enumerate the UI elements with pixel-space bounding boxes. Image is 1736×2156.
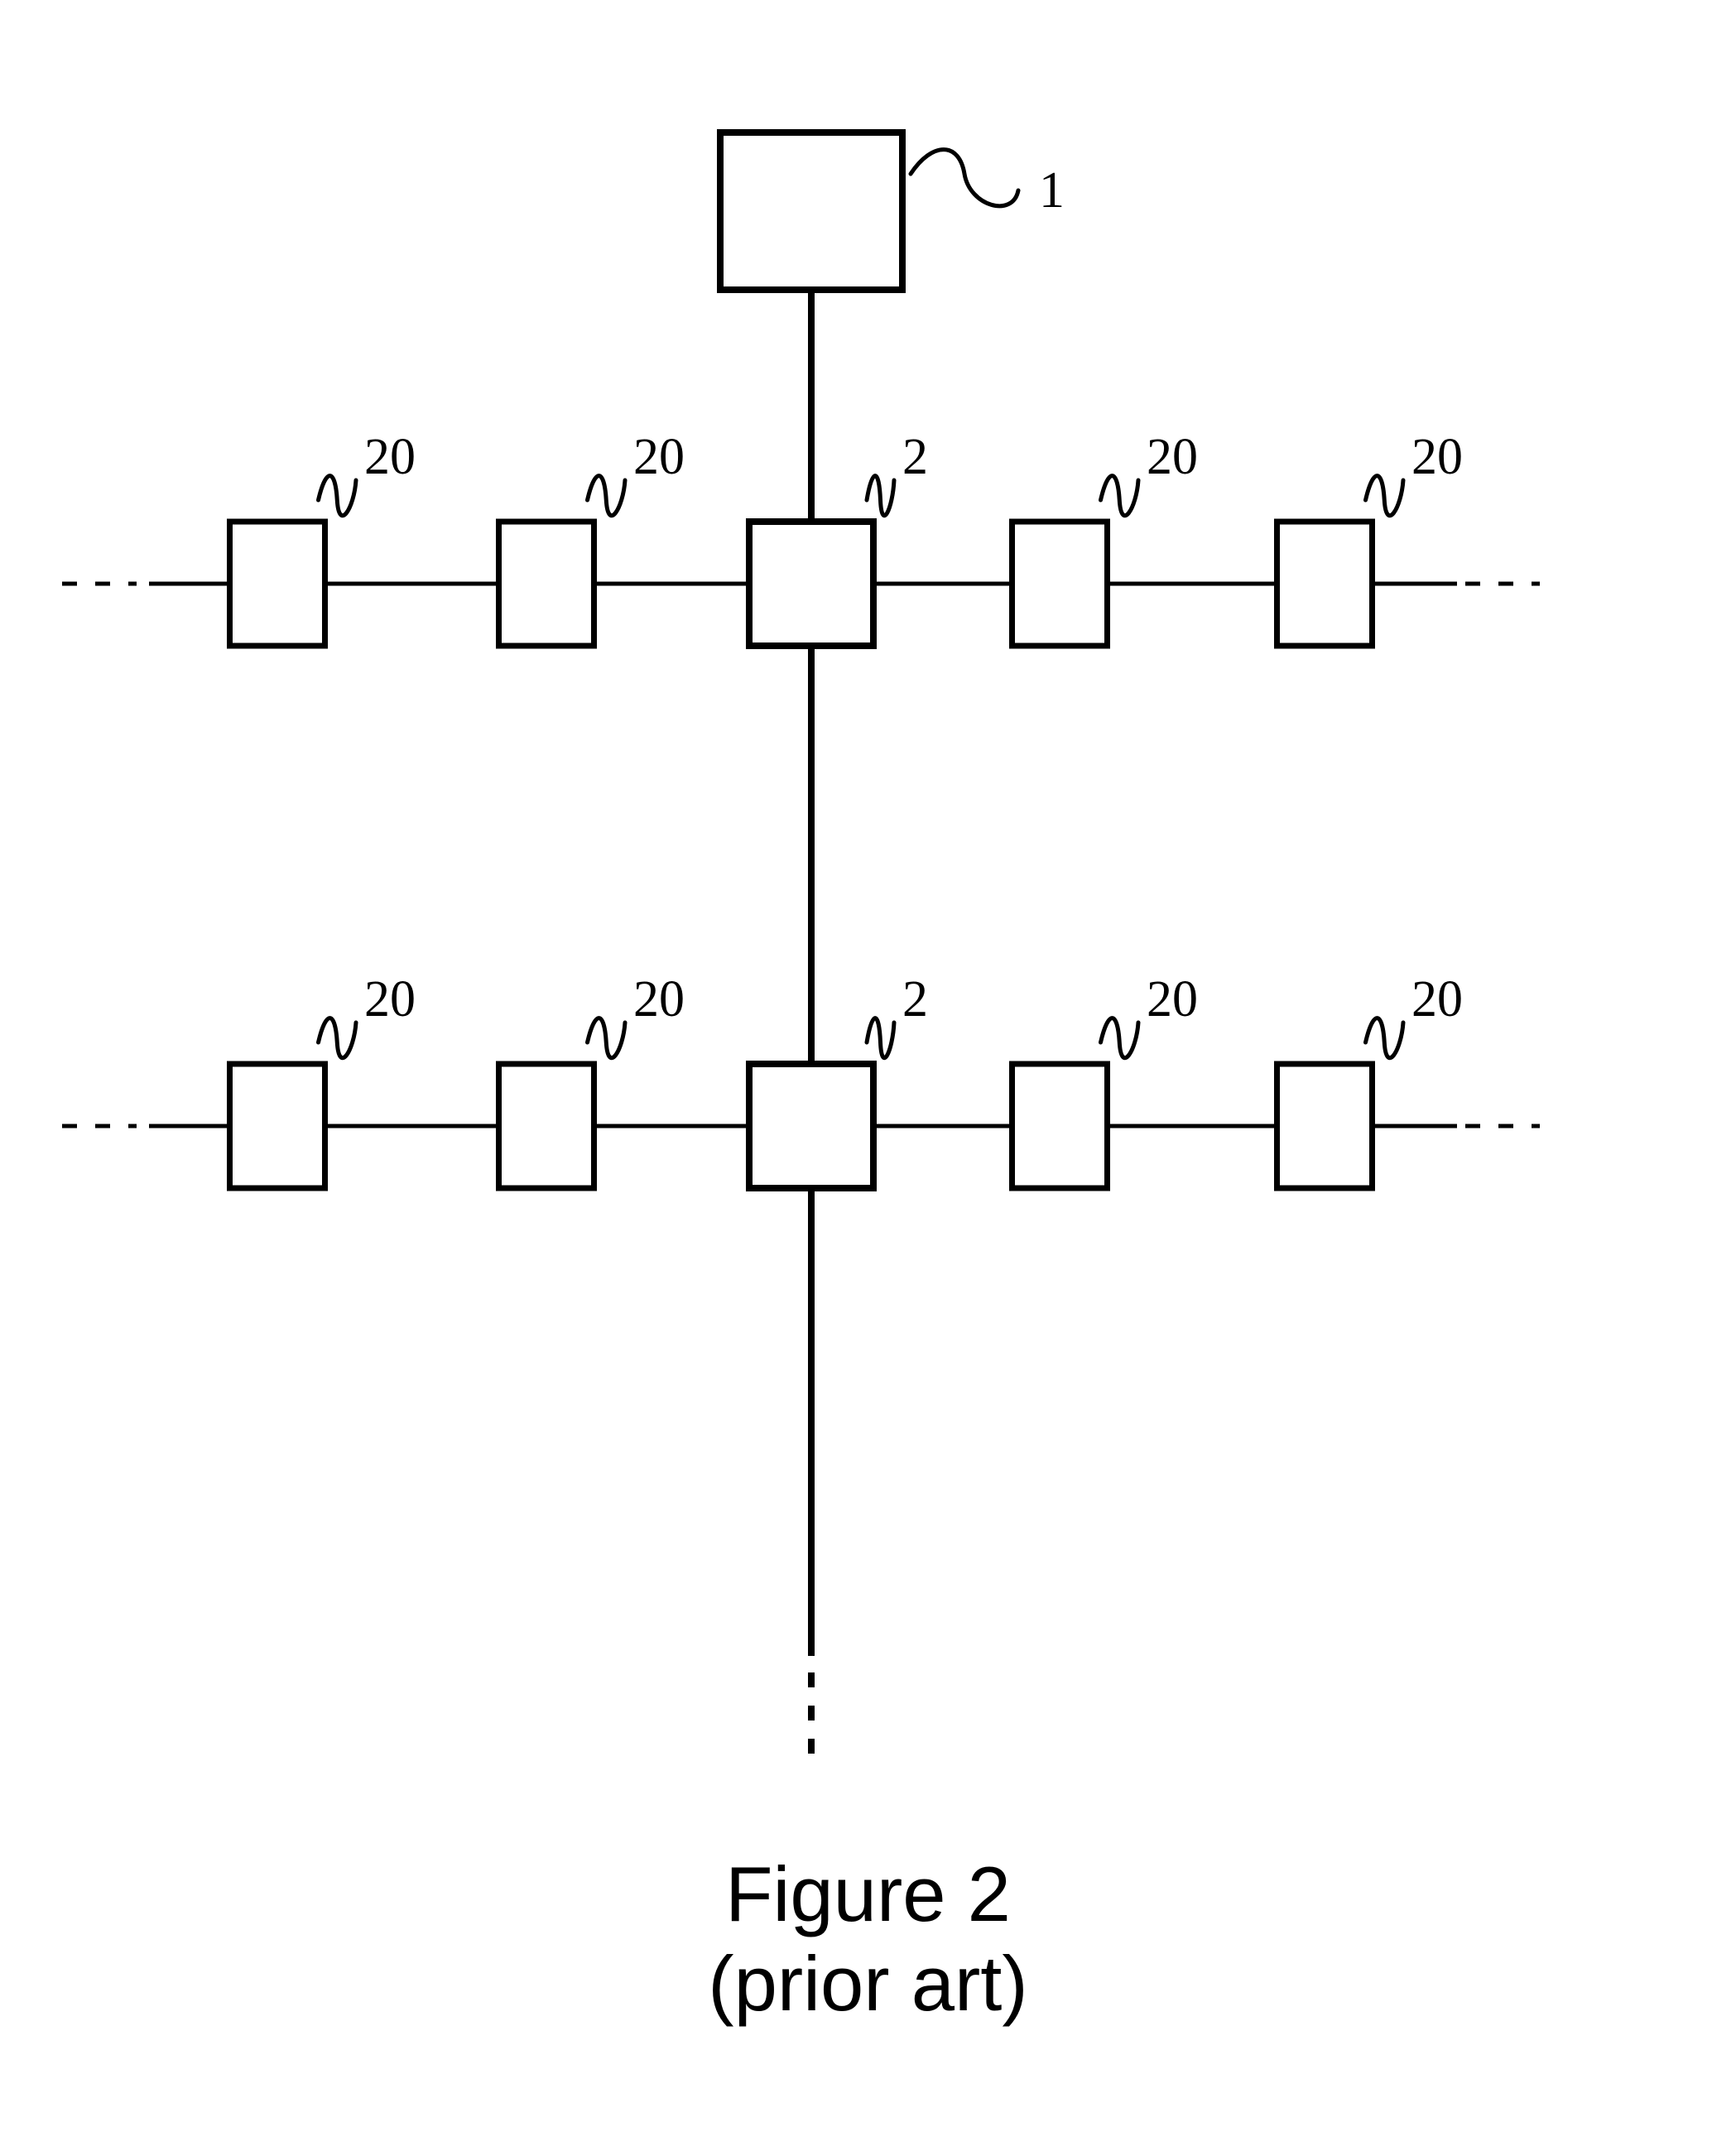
svg-text:20: 20 <box>1147 971 1198 1027</box>
svg-text:1: 1 <box>1039 162 1065 219</box>
figure-caption-line1: Figure 2 <box>725 1850 1011 1937</box>
svg-text:20: 20 <box>1147 429 1198 485</box>
svg-text:20: 20 <box>633 971 685 1027</box>
figure-caption-line2: (prior art) <box>708 1940 1027 2027</box>
svg-text:2: 2 <box>902 971 928 1027</box>
block-diagram: 20 20 2 20 20 20 20 2 20 20 1 Figure 2(prior art) <box>0 0 1736 2156</box>
svg-text:20: 20 <box>364 971 416 1027</box>
svg-text:20: 20 <box>364 429 416 485</box>
svg-text:2: 2 <box>902 429 928 485</box>
svg-text:20: 20 <box>1411 429 1463 485</box>
svg-text:20: 20 <box>633 429 685 485</box>
svg-text:20: 20 <box>1411 971 1463 1027</box>
